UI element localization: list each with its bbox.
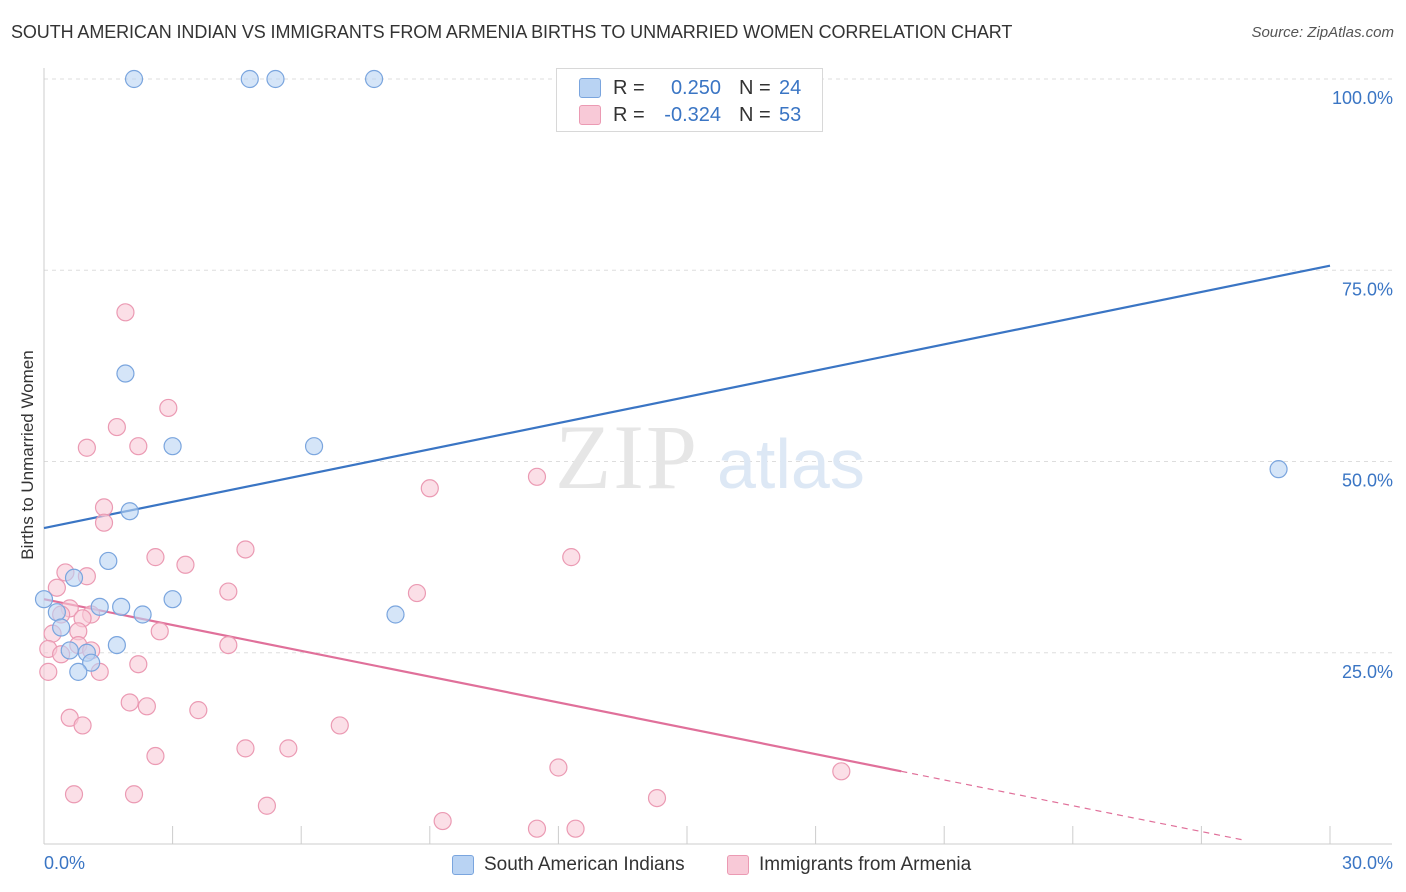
axis-layer bbox=[43, 68, 1392, 845]
point-immigrants-from-armenia bbox=[146, 548, 165, 567]
legend-box: R = 0.250 N = 24 R = -0.324 N = 53 bbox=[556, 68, 823, 132]
legend-n-value: 24 bbox=[779, 76, 802, 99]
point-immigrants-from-armenia bbox=[527, 819, 547, 838]
point-immigrants-from-armenia bbox=[129, 437, 148, 456]
point-immigrants-from-armenia bbox=[189, 701, 208, 720]
point-south-american-indians bbox=[1269, 460, 1288, 479]
point-south-american-indians bbox=[107, 635, 126, 655]
bottom-legend-south-american-indians: South American Indians bbox=[452, 852, 685, 878]
point-immigrants-from-armenia bbox=[159, 398, 178, 418]
point-south-american-indians bbox=[240, 69, 259, 89]
legend-r-value: -0.324 bbox=[664, 103, 721, 126]
point-immigrants-from-armenia bbox=[236, 739, 255, 758]
point-immigrants-from-armenia bbox=[236, 540, 255, 559]
point-immigrants-from-armenia bbox=[407, 583, 427, 603]
point-immigrants-from-armenia bbox=[257, 796, 277, 815]
point-immigrants-from-armenia bbox=[73, 716, 92, 735]
point-immigrants-from-armenia bbox=[94, 498, 114, 517]
point-immigrants-from-armenia bbox=[433, 811, 452, 831]
y-tick-label: 25.0% bbox=[1342, 662, 1393, 682]
point-immigrants-from-armenia bbox=[146, 746, 165, 766]
point-south-american-indians bbox=[52, 618, 71, 637]
point-south-american-indians bbox=[82, 653, 101, 672]
watermark-atlas: atlas bbox=[717, 425, 865, 503]
trend-line-south-american-indians bbox=[43, 264, 1331, 530]
point-immigrants-from-armenia bbox=[94, 513, 114, 532]
point-immigrants-from-armenia bbox=[176, 555, 195, 574]
x-tick-label: 30.0% bbox=[1342, 853, 1393, 873]
legend-r-label: R = bbox=[613, 103, 645, 126]
point-immigrants-from-armenia bbox=[832, 762, 851, 781]
bottom-legend-label: Immigrants from Armenia bbox=[759, 854, 972, 875]
point-immigrants-from-armenia bbox=[129, 655, 148, 674]
point-immigrants-from-armenia bbox=[330, 716, 349, 735]
trend-layer bbox=[43, 264, 1331, 841]
point-south-american-indians bbox=[304, 437, 324, 456]
legend-row-immigrants-from-armenia: R = -0.324 N = 53 bbox=[579, 102, 801, 128]
point-south-american-indians bbox=[64, 568, 84, 587]
legend-n-label: N = bbox=[739, 103, 771, 126]
point-south-american-indians bbox=[47, 603, 66, 622]
point-immigrants-from-armenia bbox=[647, 788, 667, 808]
point-south-american-indians bbox=[163, 590, 182, 609]
point-south-american-indians bbox=[120, 502, 139, 521]
point-immigrants-from-armenia bbox=[137, 697, 156, 716]
y-tick-label: 50.0% bbox=[1342, 471, 1393, 491]
legend-swatch-blue bbox=[579, 78, 601, 98]
point-immigrants-from-armenia bbox=[107, 417, 126, 437]
source-credit: Source: ZipAtlas.com bbox=[1251, 24, 1394, 41]
bottom-legend-swatch-pink bbox=[727, 855, 749, 875]
legend-n-label: N = bbox=[739, 76, 771, 99]
point-south-american-indians bbox=[133, 605, 152, 624]
point-immigrants-from-armenia bbox=[64, 785, 84, 804]
point-immigrants-from-armenia bbox=[420, 479, 439, 498]
y-tick-label: 75.0% bbox=[1342, 279, 1393, 299]
chart-title: SOUTH AMERICAN INDIAN VS IMMIGRANTS FROM… bbox=[11, 22, 1013, 42]
point-south-american-indians bbox=[386, 605, 405, 624]
point-south-american-indians bbox=[364, 69, 384, 89]
y-tick-label: 100.0% bbox=[1332, 88, 1393, 108]
point-south-american-indians bbox=[90, 597, 109, 616]
point-immigrants-from-armenia bbox=[279, 739, 298, 758]
point-south-american-indians bbox=[60, 641, 79, 660]
point-immigrants-from-armenia bbox=[39, 662, 58, 681]
point-south-american-indians bbox=[34, 590, 54, 609]
legend-r-value: 0.250 bbox=[670, 76, 721, 99]
point-immigrants-from-armenia bbox=[120, 693, 139, 712]
point-immigrants-from-armenia bbox=[124, 785, 144, 804]
legend-swatch-pink bbox=[579, 105, 601, 125]
point-south-american-indians bbox=[112, 597, 131, 616]
x-tick-label: 0.0% bbox=[44, 853, 85, 873]
point-south-american-indians bbox=[69, 662, 88, 681]
point-south-american-indians bbox=[99, 551, 118, 571]
point-immigrants-from-armenia bbox=[566, 819, 585, 838]
point-immigrants-from-armenia bbox=[219, 635, 238, 655]
points-layer bbox=[34, 69, 1288, 838]
point-immigrants-from-armenia bbox=[527, 467, 547, 486]
point-south-american-indians bbox=[163, 437, 182, 456]
point-immigrants-from-armenia bbox=[77, 438, 96, 457]
point-immigrants-from-armenia bbox=[116, 303, 135, 322]
legend-row-south-american-indians: R = 0.250 N = 24 bbox=[579, 75, 801, 101]
point-south-american-indians bbox=[266, 69, 285, 89]
bottom-legend-swatch-blue bbox=[452, 855, 474, 875]
bottom-legend-label: South American Indians bbox=[484, 854, 685, 875]
point-immigrants-from-armenia bbox=[47, 578, 66, 597]
trend-line-immigrants-from-armenia bbox=[43, 598, 902, 773]
point-south-american-indians bbox=[124, 69, 144, 89]
y-axis-label: Births to Unmarried Women bbox=[18, 350, 37, 560]
legend-r-label: R = bbox=[613, 76, 645, 99]
tick-label-layer: 25.0% 50.0% 75.0% 100.0% 0.0% 30.0% bbox=[44, 88, 1393, 873]
watermark-zip: ZIP bbox=[555, 406, 699, 508]
grid-layer bbox=[44, 78, 1392, 654]
point-immigrants-from-armenia bbox=[562, 548, 581, 567]
trend-line-extension-immigrants-from-armenia bbox=[901, 770, 1245, 841]
bottom-legend-immigrants-from-armenia: Immigrants from Armenia bbox=[727, 852, 971, 878]
point-south-american-indians bbox=[116, 364, 135, 383]
legend-n-value: 53 bbox=[779, 103, 802, 126]
point-immigrants-from-armenia bbox=[150, 622, 169, 641]
point-immigrants-from-armenia bbox=[219, 582, 238, 601]
point-immigrants-from-armenia bbox=[549, 758, 568, 777]
